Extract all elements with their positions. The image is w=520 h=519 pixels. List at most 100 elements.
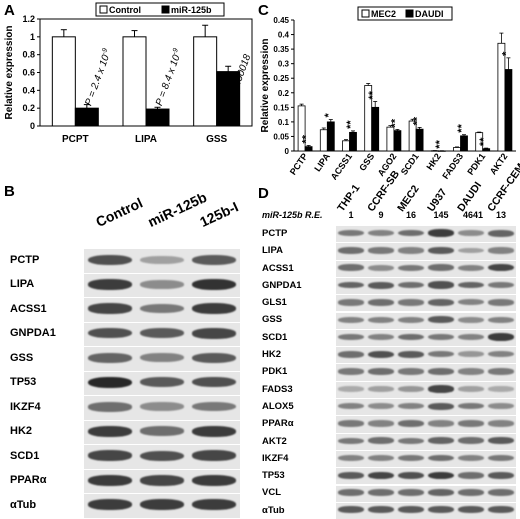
blot-band — [140, 353, 184, 363]
blot-band — [192, 474, 236, 486]
blot-band — [398, 420, 424, 427]
lane-label: miR-125b — [144, 188, 209, 230]
blot-band — [458, 264, 484, 271]
blot-band — [488, 403, 514, 410]
blot-strip — [336, 242, 516, 260]
y-tick-label: 0.6 — [22, 68, 35, 78]
x-tick-label: FADS3 — [440, 151, 465, 180]
blot-band — [398, 264, 424, 271]
blot-band — [338, 299, 364, 306]
blot-band — [428, 437, 454, 445]
blot-row-label: ACSS1 — [10, 302, 47, 315]
blot-band — [140, 255, 184, 264]
blot-band — [428, 281, 454, 289]
blot-band — [88, 303, 132, 315]
blot-band — [192, 303, 236, 315]
blot-band — [458, 281, 484, 289]
y-tick-label: 0.2 — [278, 89, 290, 98]
blot-band — [338, 264, 364, 272]
blot-band — [458, 402, 484, 410]
blot-row-label: LIPA — [262, 245, 283, 257]
blot-strip — [336, 225, 516, 243]
y-tick-label: 0.1 — [278, 118, 290, 127]
blot-row-label: PCTP — [10, 253, 40, 266]
x-tick-label: LIPA — [135, 134, 157, 145]
western-blot-d: THP-1 CCRF-SB MEC2 U937 DAUDI CCRF-CEM miR-125… — [258, 161, 520, 519]
blot-band — [428, 351, 454, 358]
blot-row-label: FADS3 — [262, 383, 293, 395]
blot-band — [368, 299, 394, 306]
blot-band — [458, 454, 484, 462]
bar-DAUDI-PCTP — [304, 146, 313, 152]
bar-DAUDI-FADS3 — [460, 135, 468, 152]
blot-band — [140, 426, 184, 436]
blot-band — [88, 499, 132, 511]
blot-row-label: GLS1 — [262, 297, 287, 309]
blot-band — [368, 420, 394, 427]
blot-band — [192, 352, 236, 363]
blot-band — [458, 368, 484, 375]
blot-band — [488, 420, 514, 427]
re-value: 4641 — [463, 210, 484, 220]
blot-strip — [336, 432, 516, 450]
chart-c: 0 0.05 0.1 0.15 0.2 0.25 0.3 0.35 0.4 0.45 Relativ… — [260, 6, 516, 180]
blot-row-label: SCD1 — [10, 449, 40, 462]
blot-band — [338, 229, 364, 237]
significance-marker: ** — [345, 120, 357, 129]
blot-band — [428, 368, 454, 375]
blot-band — [88, 425, 132, 437]
blot-band — [368, 454, 394, 462]
blot-row-label: SCD1 — [262, 331, 288, 343]
blot-band — [192, 278, 236, 290]
blot-band — [458, 230, 484, 237]
blot-strip — [336, 311, 516, 329]
blot-band — [338, 386, 364, 392]
blot-band — [428, 333, 454, 341]
blot-band — [488, 386, 514, 392]
re-value: 1 — [348, 210, 354, 220]
blot-band — [398, 489, 424, 496]
bar-Control-PCPT — [51, 36, 76, 127]
bar-MEC2-ACSS1 — [342, 140, 350, 152]
blot-band — [488, 229, 514, 237]
blot-band — [458, 333, 484, 341]
blot-strip — [336, 328, 516, 347]
blot-band — [488, 454, 514, 462]
blot-strip — [336, 449, 516, 468]
blot-strip — [336, 294, 516, 312]
blot-row-label: HK2 — [262, 349, 282, 361]
p-value-annotation: P = 8.4 x 10-9 — [153, 47, 185, 107]
panel-label-b: B — [4, 183, 15, 200]
blot-row-label: VCL — [262, 487, 281, 499]
blot-band — [88, 450, 132, 462]
blot-band — [398, 281, 424, 289]
panel-label-d: D — [258, 185, 269, 202]
blot-band — [488, 489, 514, 496]
blot-band — [428, 316, 454, 324]
blot-band — [488, 264, 514, 272]
blot-row-label: PPARα — [262, 418, 294, 430]
blot-band — [368, 316, 394, 323]
re-value: 13 — [495, 210, 506, 220]
y-tick-label: 0 — [30, 121, 35, 131]
bar-DAUDI-LIPA — [326, 121, 335, 152]
blot-band — [368, 230, 394, 237]
blot-row-label: GSS — [10, 351, 34, 364]
blot-strip — [336, 276, 516, 295]
blot-band — [488, 333, 514, 341]
blot-band — [192, 402, 236, 412]
blot-row-label: ACSS1 — [262, 262, 294, 274]
blot-band — [140, 450, 184, 461]
blot-band — [398, 454, 424, 462]
bar-Control-LIPA — [122, 36, 147, 127]
blot-band — [428, 489, 454, 497]
significance-marker: ** — [456, 123, 468, 132]
y-tick-label: 0.45 — [273, 16, 289, 25]
y-tick-label: 0.3 — [278, 60, 290, 69]
legend-box — [95, 2, 225, 17]
blot-band — [458, 351, 484, 358]
blot-row-label: PPARα — [10, 474, 47, 487]
bar-DAUDI-PDK1 — [482, 148, 491, 152]
blot-strip — [336, 501, 516, 519]
blot-band — [192, 327, 236, 339]
